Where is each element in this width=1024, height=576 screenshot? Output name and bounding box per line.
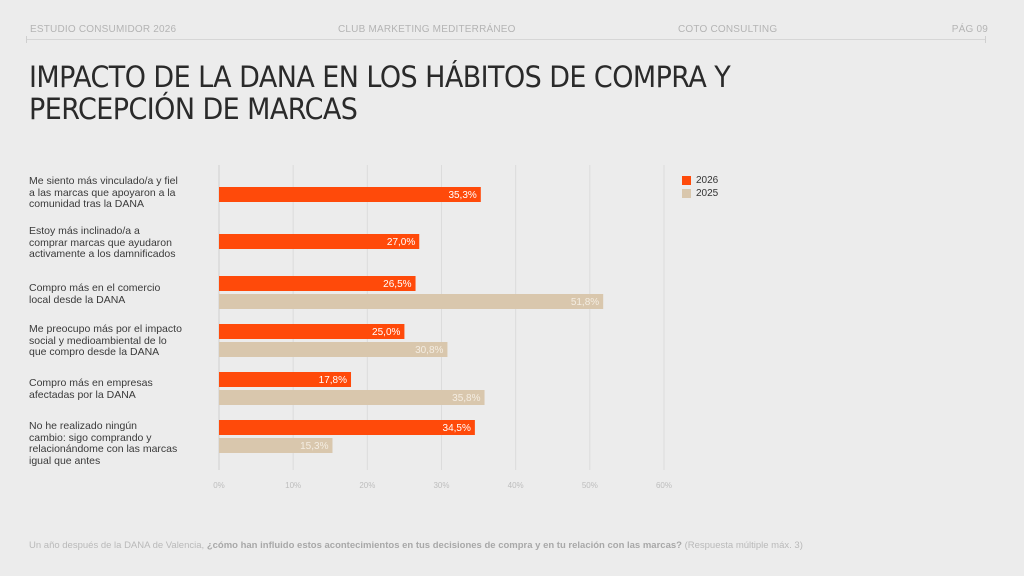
- x-tick-label: 40%: [508, 481, 524, 490]
- category-label-line: local desde la DANA: [29, 293, 126, 306]
- header-consultancy-label: COTO CONSULTING: [678, 24, 778, 35]
- question-text: ¿cómo han influido estos acontecimientos…: [206, 540, 682, 551]
- bar-2026: [219, 420, 475, 435]
- data-label-2026: 34,5%: [443, 423, 471, 434]
- header-divider-tick-left: [26, 36, 27, 43]
- bar-2025: [219, 438, 333, 453]
- page-title: IMPACTO DE LA DANA EN LOS HÁBITOS DE COM…: [29, 60, 731, 126]
- data-label-2025: 15,3%: [300, 441, 328, 452]
- data-label-2026: 27,0%: [387, 237, 415, 248]
- category-label-line: comunidad tras la DANA: [29, 198, 144, 210]
- x-tick-label: 0%: [213, 481, 225, 490]
- legend-label-2025: 2025: [696, 188, 719, 199]
- category-label-line: igual que antes: [29, 454, 101, 467]
- category-label-line: que compro desde la DANA: [29, 346, 160, 358]
- bar-2026: [219, 276, 416, 291]
- category-label: Compro más en empresas afectadas por la D…: [29, 377, 209, 401]
- x-tick-label: 10%: [285, 481, 301, 490]
- bar-2025: [219, 342, 448, 357]
- data-label-2025: 30,8%: [415, 345, 443, 356]
- bar-2026: [219, 372, 352, 387]
- bar-2026: [219, 187, 481, 202]
- category-label-line: comprar marcas que ayudaron: [29, 236, 172, 249]
- legend-item-2026: 2026: [682, 174, 718, 187]
- legend-item-2025: 2025: [682, 187, 718, 200]
- page-number: PÁG 09: [951, 24, 988, 35]
- x-tick-label: 60%: [656, 481, 672, 490]
- header-club-label: CLUB MARKETING MEDITERRÁNEO: [338, 24, 516, 35]
- x-tick-label: 30%: [433, 481, 449, 490]
- category-label-line: Me siento más vinculado/a y fiel: [29, 175, 178, 187]
- data-label-2025: 35,8%: [452, 393, 480, 404]
- question-intro: Un año después de la DANA de Valencia,: [29, 540, 207, 551]
- category-label: Me siento más vinculado/a y fiel a las ma…: [29, 175, 209, 211]
- data-label-2026: 17,8%: [319, 375, 347, 386]
- category-label-line: afectadas por la DANA: [29, 388, 136, 401]
- x-tick-label: 50%: [582, 481, 598, 490]
- bar-2026: [219, 324, 405, 339]
- bar-2026: [219, 234, 420, 249]
- header-study-label: ESTUDIO CONSUMIDOR 2026: [30, 24, 177, 35]
- category-label-line: Compro más en el comercio: [29, 282, 161, 294]
- legend-swatch-2025: [682, 189, 691, 198]
- x-tick-label: 20%: [359, 481, 375, 490]
- category-label-line: Me preocupo más por el impacto: [29, 323, 182, 335]
- data-label-2026: 25,0%: [372, 327, 400, 338]
- survey-question: Un año después de la DANA de Valencia, ¿…: [29, 540, 803, 551]
- page-header: ESTUDIO CONSUMIDOR 2026 CLUB MARKETING M…: [30, 24, 994, 40]
- legend-label-2026: 2026: [696, 175, 719, 186]
- legend-swatch-2026: [682, 176, 691, 185]
- category-label-line: activamente a los damnificados: [29, 248, 176, 260]
- header-divider: [26, 39, 986, 40]
- category-label-line: relacionándome con las marcas: [29, 443, 178, 455]
- data-label-2025: 51,8%: [571, 297, 599, 308]
- question-note: (Respuesta múltiple máx. 3): [681, 540, 803, 551]
- bar-2025: [219, 294, 604, 309]
- chart-legend: 2026 2025: [682, 174, 718, 200]
- category-label: Me preocupo más por el impacto social y m…: [29, 323, 209, 359]
- data-label-2026: 26,5%: [383, 279, 411, 290]
- header-divider-tick-right: [985, 36, 986, 43]
- category-label-line: No he realizado ningún: [29, 420, 137, 432]
- category-label: Compro más en el comercio local desde la …: [29, 282, 209, 306]
- category-label-line: social y medioambiental de lo: [29, 334, 167, 347]
- category-label-line: Compro más en empresas: [29, 377, 153, 389]
- category-label: No he realizado ningún cambio: sigo compr…: [29, 420, 209, 467]
- category-label-line: cambio: sigo comprando y: [29, 431, 152, 444]
- bar-2025: [219, 390, 485, 405]
- category-label-line: a las marcas que apoyaron a la: [29, 186, 176, 199]
- category-label-line: Estoy más inclinado/a a: [29, 225, 140, 237]
- data-label-2026: 35,3%: [448, 190, 476, 201]
- category-label: Estoy más inclinado/a a comprar marcas qu…: [29, 225, 209, 261]
